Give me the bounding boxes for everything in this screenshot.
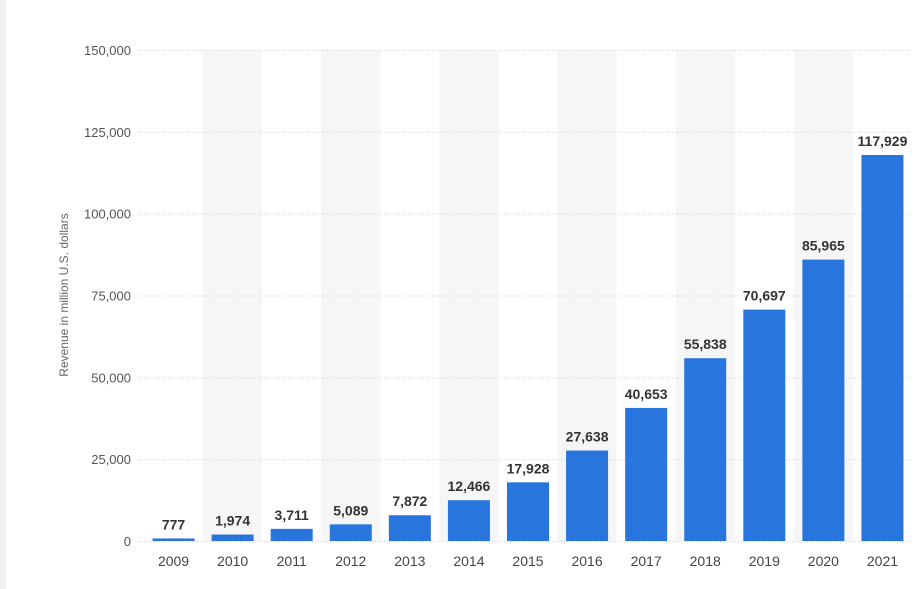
y-axis-ticks: 0 25,000 50,000 75,000 100,000 125,000 150,000 [84,43,131,549]
data-label-2010: 1,974 [215,513,250,529]
bar-2020[interactable] [802,259,845,541]
data-label-2016: 27,638 [566,429,609,445]
x-tick-label: 2015 [512,553,543,569]
bar-2019[interactable] [743,309,786,541]
bar-2015[interactable] [507,482,549,541]
bar-2010[interactable] [211,534,254,541]
data-labels: 777 1,974 3,711 5,089 7,872 12,466 17,928 27,63… [162,133,908,532]
bar-2011[interactable] [270,528,313,541]
bar-2012[interactable] [329,524,372,541]
y-tick-label: 75,000 [91,289,131,304]
data-label-2013: 7,872 [392,493,427,509]
bar-2009[interactable] [152,538,195,541]
gridlines [138,50,912,542]
band-2012 [321,50,381,541]
x-tick-label: 2014 [453,553,484,569]
x-tick-label: 2021 [867,553,898,569]
chart-card: 0 25,000 50,000 75,000 100,000 125,000 150,000… [6,0,922,589]
data-label-2012: 5,089 [333,502,368,518]
data-label-2017: 40,653 [625,386,668,402]
x-axis-ticks: 2009 2010 2011 2012 2013 2014 2015 2016 2017 2018… [158,553,898,569]
x-tick-label: 2013 [394,553,425,569]
band-2010 [203,50,263,541]
y-tick-label: 50,000 [91,370,131,385]
data-label-2018: 55,838 [684,336,727,352]
data-label-2011: 3,711 [275,507,309,523]
x-tick-label: 2012 [335,553,366,569]
bar-2018[interactable] [684,358,727,541]
x-tick-label: 2009 [158,553,189,569]
x-tick-label: 2010 [217,553,248,569]
x-tick-label: 2018 [690,553,721,569]
x-tick-label: 2020 [808,553,839,569]
bars [152,154,904,542]
data-label-2015: 17,928 [507,460,550,476]
bar-2017[interactable] [625,407,668,541]
data-label-2020: 85,965 [802,238,845,254]
y-tick-label: 100,000 [84,207,131,222]
y-tick-label: 0 [124,534,131,549]
x-tick-label: 2019 [749,553,780,569]
bar-2013[interactable] [388,515,431,541]
bar-2014[interactable] [447,500,490,541]
x-tick-label: 2017 [631,553,662,569]
data-label-2021: 117,929 [858,133,908,149]
bar-2016[interactable] [566,450,609,541]
y-axis-label: Revenue in million U.S. dollars [57,213,71,376]
y-tick-label: 150,000 [84,43,131,58]
y-tick-label: 25,000 [91,452,131,467]
data-label-2019: 70,697 [743,288,786,304]
x-tick-label: 2011 [277,553,307,569]
data-label-2014: 12,466 [448,478,491,494]
x-tick-label: 2016 [571,553,602,569]
data-label-2009: 777 [162,516,186,532]
bar-chart: 0 25,000 50,000 75,000 100,000 125,000 150,000… [57,43,912,569]
bar-2021[interactable] [861,154,904,542]
y-tick-label: 125,000 [84,125,131,140]
